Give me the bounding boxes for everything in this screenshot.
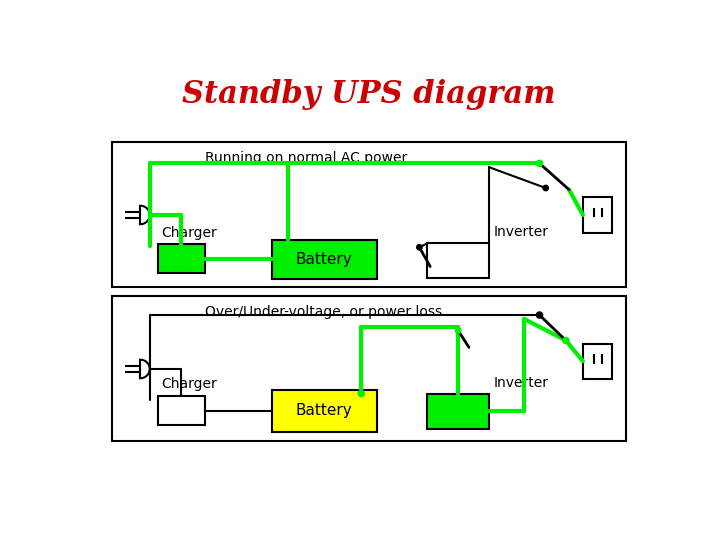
Circle shape bbox=[456, 328, 461, 333]
Text: Battery: Battery bbox=[296, 252, 352, 267]
Text: Standby UPS diagram: Standby UPS diagram bbox=[182, 78, 556, 110]
Bar bbox=[427, 394, 489, 429]
Circle shape bbox=[543, 185, 549, 191]
Bar bbox=[583, 197, 612, 233]
Bar bbox=[112, 142, 626, 287]
Text: Battery: Battery bbox=[296, 403, 352, 418]
Circle shape bbox=[563, 338, 569, 343]
Text: Running on normal AC power: Running on normal AC power bbox=[204, 151, 407, 165]
Circle shape bbox=[358, 390, 364, 397]
Circle shape bbox=[417, 245, 422, 250]
Text: Inverter: Inverter bbox=[494, 225, 549, 239]
Bar bbox=[272, 390, 377, 432]
Circle shape bbox=[536, 160, 543, 166]
Bar bbox=[427, 244, 489, 278]
Bar bbox=[158, 244, 204, 273]
Text: Inverter: Inverter bbox=[494, 376, 549, 390]
Bar bbox=[158, 396, 204, 425]
Text: Charger: Charger bbox=[161, 377, 217, 392]
Text: Charger: Charger bbox=[161, 226, 217, 240]
Bar bbox=[583, 343, 612, 379]
Bar bbox=[112, 296, 626, 441]
Bar bbox=[272, 240, 377, 279]
Text: Over/Under-voltage, or power loss: Over/Under-voltage, or power loss bbox=[204, 305, 442, 319]
Circle shape bbox=[536, 312, 543, 318]
